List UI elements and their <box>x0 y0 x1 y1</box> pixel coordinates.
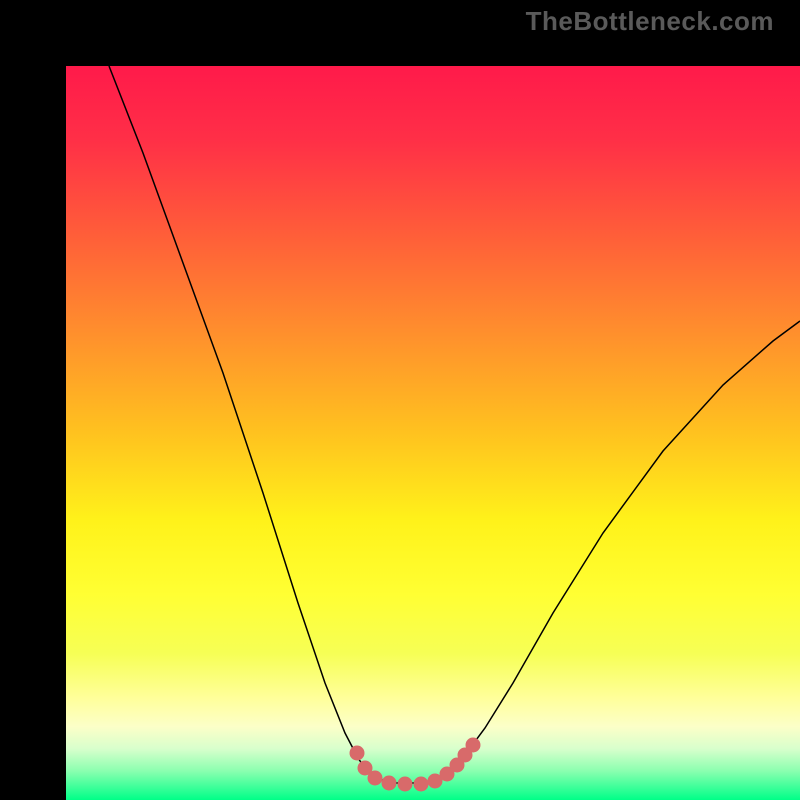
plot-area <box>33 33 767 767</box>
gradient-background <box>66 66 800 800</box>
curve-marker <box>350 746 364 760</box>
curve-marker <box>414 777 428 791</box>
chart-frame: TheBottleneck.com <box>0 0 800 800</box>
curve-marker <box>466 738 480 752</box>
curve-marker <box>382 776 396 790</box>
watermark-text: TheBottleneck.com <box>526 6 774 37</box>
curve-marker <box>368 771 382 785</box>
chart-svg <box>33 33 800 800</box>
curve-marker <box>398 777 412 791</box>
